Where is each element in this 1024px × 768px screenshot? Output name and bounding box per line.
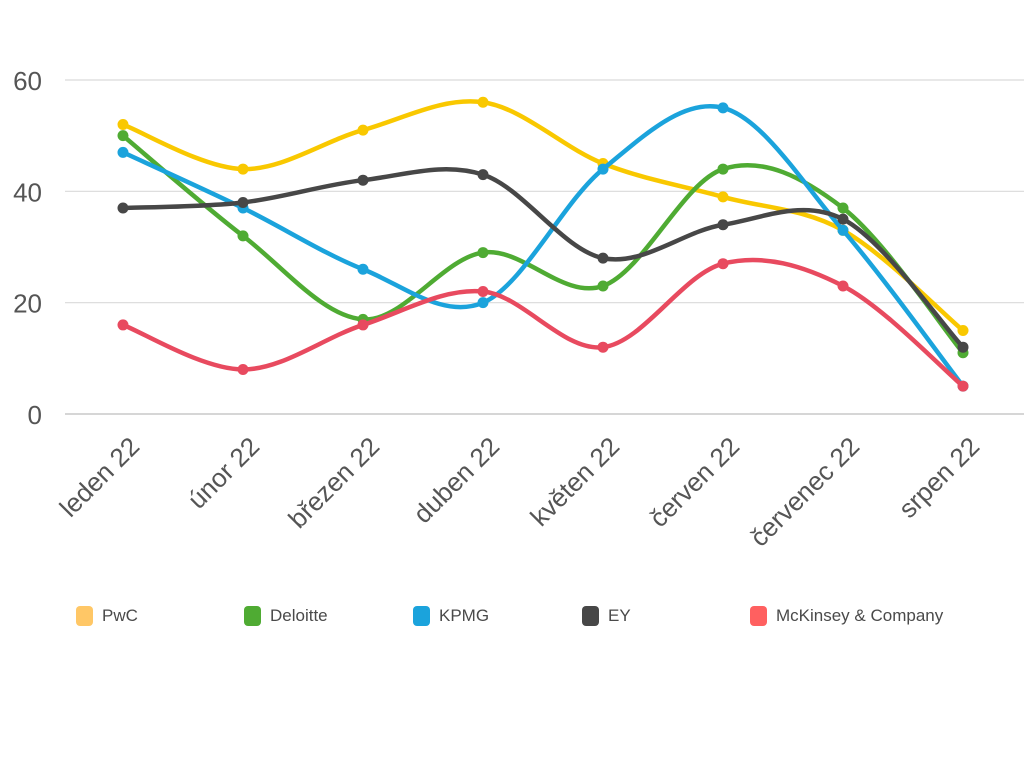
x-tick-label: duben 22: [407, 431, 505, 529]
x-tick-label: květen 22: [524, 431, 625, 532]
x-tick-label: leden 22: [53, 431, 145, 523]
data-point: [477, 247, 489, 259]
legend-swatch: [413, 606, 430, 626]
x-tick-label: červen 22: [643, 431, 745, 533]
legend-item[interactable]: KPMG: [413, 606, 489, 626]
series-ey: [117, 167, 969, 353]
legend-swatch: [750, 606, 767, 626]
legend-label: McKinsey & Company: [776, 606, 944, 625]
data-point: [597, 341, 609, 353]
series-line: [120, 104, 966, 389]
legend-label: KPMG: [439, 606, 490, 625]
series-line: [120, 257, 966, 389]
series-kpmg: [117, 102, 969, 392]
y-tick-label: 20: [13, 289, 42, 319]
data-point: [957, 341, 969, 353]
data-point: [357, 263, 369, 275]
data-point: [717, 163, 729, 175]
legend: PwC Deloitte KPMG EY McKinsey & Company: [0, 606, 1024, 630]
data-point: [837, 280, 849, 292]
x-tick-label: srpen 22: [892, 431, 985, 524]
x-tick-label: únor 22: [182, 431, 266, 515]
data-point: [357, 124, 369, 136]
data-point: [357, 319, 369, 331]
data-point: [837, 213, 849, 225]
legend-swatch: [76, 606, 93, 626]
data-point: [597, 252, 609, 264]
data-point: [717, 258, 729, 270]
data-point: [477, 169, 489, 181]
data-point: [477, 297, 489, 309]
legend-item[interactable]: PwC: [76, 606, 138, 626]
data-point: [357, 174, 369, 186]
x-tick-label: březen 22: [282, 431, 385, 534]
data-point: [117, 319, 129, 331]
data-point: [237, 363, 249, 375]
data-point: [237, 196, 249, 208]
legend-label: EY: [608, 606, 631, 625]
data-point: [717, 102, 729, 114]
series-line: [120, 133, 966, 356]
data-point: [717, 219, 729, 231]
data-point: [117, 202, 129, 214]
data-point: [837, 202, 849, 214]
line-chart: 0 20 40 60 leden 22 únor 22 březen 22 duben 22…: [13, 66, 1024, 552]
legend-item[interactable]: Deloitte: [244, 606, 328, 626]
data-point: [117, 146, 129, 158]
legend-label: Deloitte: [270, 606, 328, 625]
data-point: [717, 191, 729, 203]
y-tick-label: 40: [13, 177, 42, 207]
data-point: [957, 380, 969, 392]
legend-item[interactable]: EY: [582, 606, 631, 626]
y-tick-label: 0: [28, 400, 42, 430]
data-point: [237, 230, 249, 242]
series-deloitte: [117, 130, 969, 359]
data-point: [237, 163, 249, 175]
data-point: [837, 224, 849, 236]
data-point: [597, 163, 609, 175]
series-mckinsey-company: [117, 257, 969, 392]
data-point: [477, 96, 489, 108]
legend-swatch: [582, 606, 599, 626]
data-point: [477, 286, 489, 298]
legend-item[interactable]: McKinsey & Company: [750, 606, 943, 626]
data-point: [117, 119, 129, 131]
legend-swatch: [244, 606, 261, 626]
x-tick-label: červenec 22: [744, 431, 865, 552]
legend-label: PwC: [102, 606, 138, 625]
data-point: [957, 325, 969, 336]
data-point: [117, 130, 129, 142]
data-point: [597, 280, 609, 292]
y-tick-label: 60: [13, 66, 42, 96]
